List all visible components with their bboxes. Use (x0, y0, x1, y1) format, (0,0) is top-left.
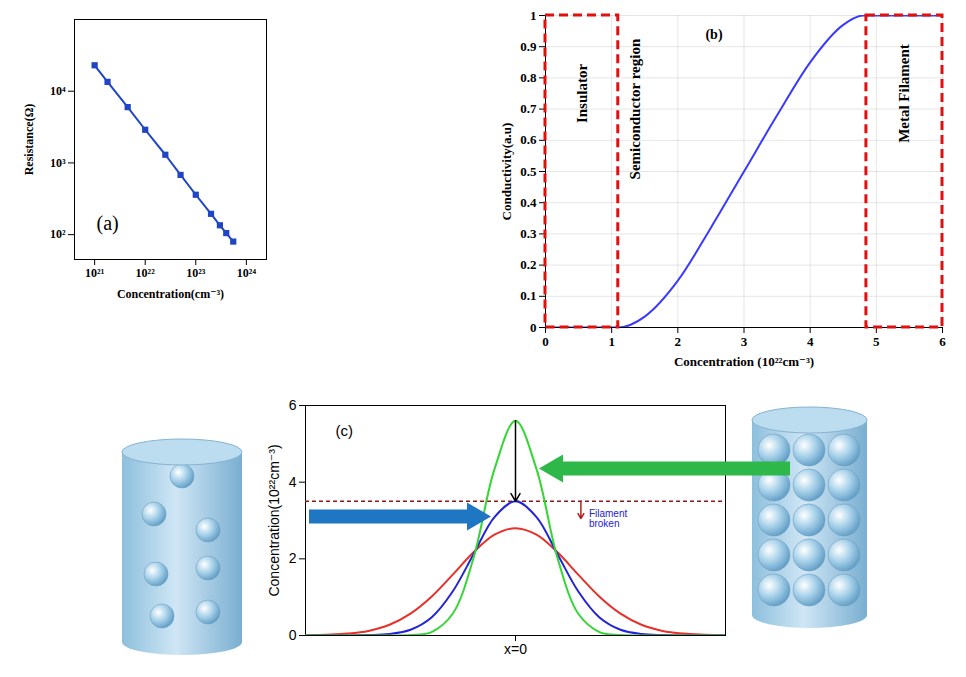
svg-text:6: 6 (289, 397, 297, 413)
svg-text:0.5: 0.5 (520, 164, 537, 179)
svg-text:Concentration(cm⁻³): Concentration(cm⁻³) (117, 287, 224, 301)
svg-text:10²: 10² (50, 227, 66, 241)
svg-text:x=0: x=0 (504, 641, 527, 657)
svg-text:0.6: 0.6 (520, 132, 537, 147)
svg-text:0.1: 0.1 (520, 288, 536, 303)
svg-text:(a): (a) (97, 212, 119, 235)
svg-text:(b): (b) (705, 27, 722, 43)
svg-text:Concentration(10²²cm⁻³): Concentration(10²²cm⁻³) (266, 444, 282, 596)
svg-text:10²⁴: 10²⁴ (237, 266, 257, 280)
svg-text:Metal Filament: Metal Filament (896, 44, 912, 143)
svg-text:0.9: 0.9 (520, 39, 537, 54)
svg-text:(c): (c) (336, 422, 354, 439)
svg-text:Semiconductor region: Semiconductor region (627, 38, 643, 179)
svg-text:0.7: 0.7 (520, 101, 537, 116)
svg-text:1: 1 (530, 8, 537, 23)
svg-text:10²¹: 10²¹ (85, 266, 105, 280)
svg-text:Concentration (10²²cm⁻³): Concentration (10²²cm⁻³) (674, 354, 814, 369)
svg-text:0: 0 (530, 320, 537, 335)
svg-text:3: 3 (741, 334, 748, 349)
svg-text:10⁴: 10⁴ (50, 84, 66, 98)
svg-text:Conductivity(a.u): Conductivity(a.u) (499, 123, 514, 221)
svg-text:6: 6 (939, 334, 946, 349)
svg-text:0: 0 (289, 627, 297, 643)
svg-text:2: 2 (289, 550, 297, 566)
svg-text:0.4: 0.4 (520, 195, 537, 210)
svg-text:2: 2 (675, 334, 682, 349)
svg-text:Filamentbroken: Filamentbroken (589, 508, 628, 529)
svg-text:0.8: 0.8 (520, 70, 537, 85)
svg-text:10²³: 10²³ (186, 266, 206, 280)
svg-text:Resistance(Ω): Resistance(Ω) (22, 104, 36, 176)
svg-text:1: 1 (608, 334, 615, 349)
svg-text:Insulator: Insulator (574, 64, 590, 124)
svg-text:0.2: 0.2 (520, 257, 536, 272)
svg-text:4: 4 (289, 474, 297, 490)
svg-text:0.3: 0.3 (520, 226, 537, 241)
svg-text:4: 4 (807, 334, 814, 349)
svg-text:5: 5 (873, 334, 880, 349)
svg-text:10²²: 10²² (136, 266, 156, 280)
svg-text:10³: 10³ (50, 156, 66, 170)
svg-text:0: 0 (542, 334, 549, 349)
